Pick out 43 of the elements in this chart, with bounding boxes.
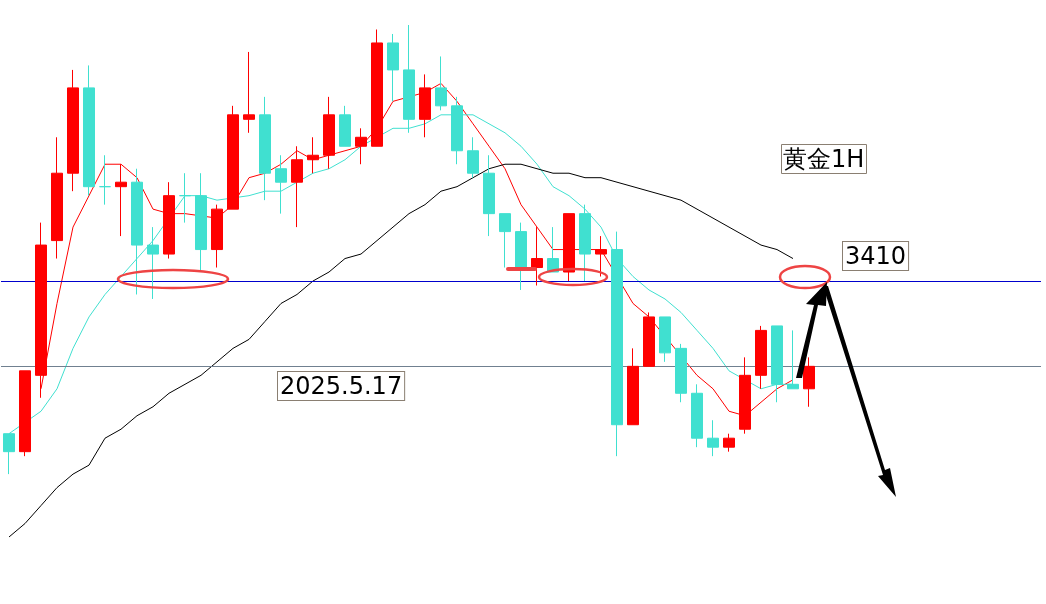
candlestick xyxy=(115,163,127,237)
candlestick xyxy=(435,55,447,111)
candlestick xyxy=(643,311,655,367)
candlestick xyxy=(19,370,31,457)
candlestick xyxy=(771,325,783,403)
candlestick xyxy=(67,69,79,192)
candlestick xyxy=(291,145,303,228)
candlestick xyxy=(499,213,511,269)
candlestick xyxy=(227,105,239,210)
candlestick xyxy=(579,204,591,282)
candlestick xyxy=(675,343,687,403)
candlestick xyxy=(307,136,319,174)
candlestick xyxy=(131,168,143,295)
candlestick xyxy=(339,105,351,147)
candlestick xyxy=(355,127,367,165)
text: 3410 xyxy=(845,242,907,270)
candlestick xyxy=(531,226,543,286)
candlestick xyxy=(691,383,703,448)
candlestick xyxy=(803,356,815,408)
candlestick xyxy=(323,96,335,170)
candlestick xyxy=(99,154,111,206)
candlestick xyxy=(707,419,719,457)
candlestick xyxy=(163,181,175,260)
candlestick xyxy=(83,64,95,197)
candlestick xyxy=(51,136,63,260)
candlestick xyxy=(275,154,287,215)
candlestick xyxy=(387,33,399,102)
candlestick xyxy=(659,316,671,363)
candlestick xyxy=(179,172,191,224)
annotation: 2025.5.17 xyxy=(280,372,403,400)
candlestick xyxy=(595,235,607,278)
candlestick xyxy=(147,226,159,300)
candlestick xyxy=(563,213,575,282)
candlestick xyxy=(467,136,479,179)
candlestick xyxy=(211,204,223,269)
candlestick xyxy=(515,222,527,291)
candlestick xyxy=(195,172,207,273)
text: 黄金1H xyxy=(783,145,865,173)
candlestick xyxy=(723,433,735,453)
candlestick xyxy=(483,154,495,237)
candlestick xyxy=(243,51,255,134)
candlestick xyxy=(755,325,767,390)
candlestick xyxy=(627,347,639,426)
